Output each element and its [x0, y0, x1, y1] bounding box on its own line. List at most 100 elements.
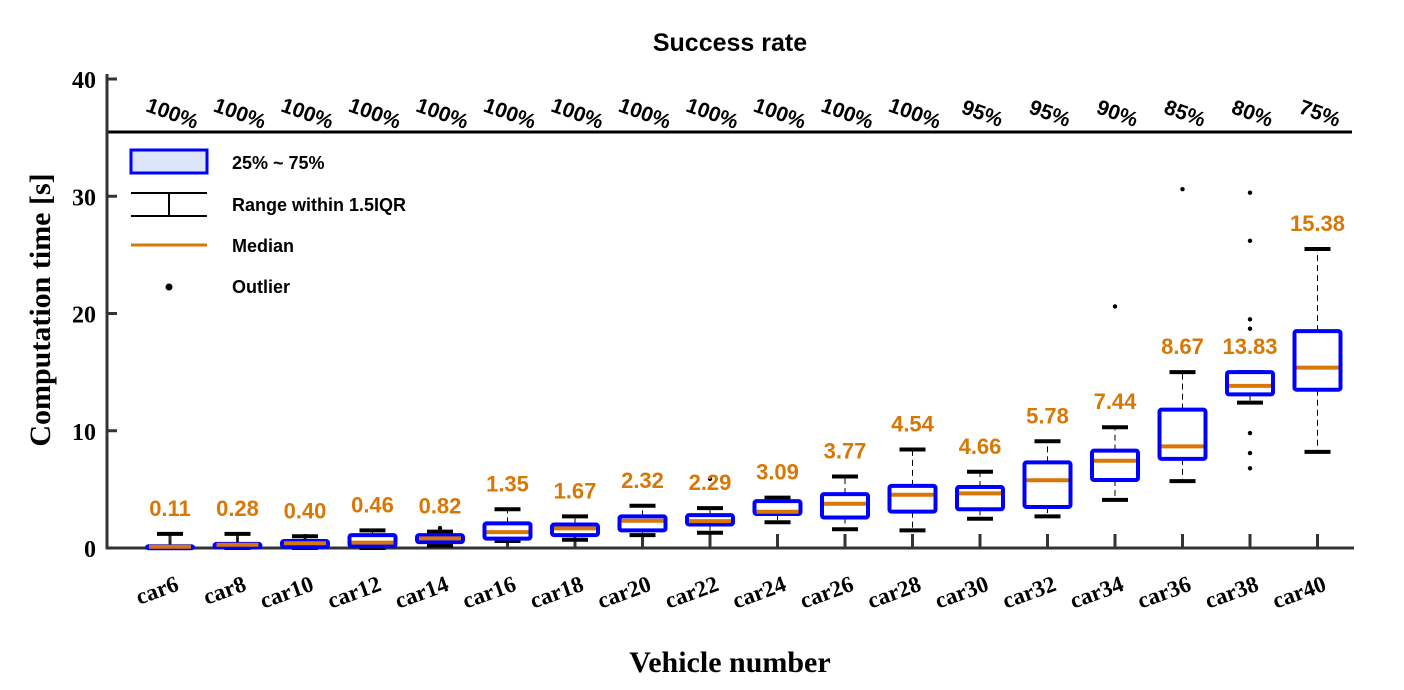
y-tick-label: 30 — [72, 185, 96, 211]
box-car36: 8.67 — [1157, 187, 1208, 484]
iqr-box — [1157, 407, 1208, 461]
iqr-box — [955, 485, 1005, 512]
iqr-box — [1292, 329, 1343, 392]
median-value-label: 3.77 — [824, 438, 867, 463]
success-rate-label: 100% — [278, 94, 337, 134]
success-rate-label: 100% — [346, 94, 405, 134]
outlier-point — [707, 476, 713, 482]
x-tick-label: car22 — [662, 571, 722, 613]
legend-label-outlier: Outlier — [232, 277, 290, 297]
median-value-label: 8.67 — [1161, 334, 1204, 359]
box-car14: 0.82 — [415, 494, 465, 548]
y-tick-label: 20 — [72, 303, 96, 329]
median-value-label: 0.82 — [419, 494, 462, 519]
y-tick-label: 10 — [72, 420, 96, 446]
x-tick-label: car16 — [459, 571, 519, 613]
median-value-label: 0.46 — [351, 492, 394, 517]
y-tick-label: 0 — [84, 537, 96, 563]
median-value-label: 7.44 — [1094, 389, 1138, 414]
median-value-label: 2.32 — [621, 468, 664, 493]
box-car12: 0.46 — [347, 492, 398, 550]
x-tick-label: car40 — [1269, 571, 1329, 613]
iqr-box — [887, 483, 938, 514]
legend-whisker-swatch — [131, 192, 207, 217]
box-car24: 3.09 — [752, 460, 803, 525]
outlier-point — [1247, 450, 1253, 456]
median-value-label: 3.09 — [756, 460, 799, 485]
outlier-point — [1247, 326, 1253, 331]
x-tick-label: car14 — [392, 571, 453, 613]
x-tick-label: car20 — [594, 571, 654, 613]
x-tick-label: car34 — [1067, 571, 1128, 613]
box-car38: 13.83 — [1222, 190, 1278, 471]
median-value-label: 5.78 — [1026, 403, 1069, 428]
x-tick-label: car28 — [864, 571, 924, 613]
x-tick-label: car6 — [132, 571, 181, 609]
box-car8: 0.28 — [212, 496, 263, 550]
median-value-label: 1.67 — [554, 478, 597, 503]
outlier-point — [437, 525, 443, 531]
success-rate-label: 100% — [886, 94, 945, 134]
median-value-label: 0.11 — [149, 496, 191, 521]
iqr-box — [1022, 460, 1073, 509]
box-car16: 1.35 — [482, 471, 533, 543]
box-car6: 0.11 — [145, 496, 195, 551]
x-tick-label: car38 — [1202, 571, 1262, 613]
outlier-point — [1247, 190, 1253, 195]
success-rate-label: 100% — [818, 94, 877, 134]
success-rate-label: 100% — [751, 94, 810, 134]
legend: 25% ~ 75% Range within 1.5IQR Median Out… — [129, 148, 406, 297]
x-tick-label: car30 — [932, 571, 992, 613]
median-value-label: 4.66 — [959, 434, 1002, 459]
success-rate-label: 95% — [1026, 96, 1074, 132]
box-car28: 4.54 — [887, 412, 938, 533]
outlier-point — [1247, 317, 1253, 322]
legend-label-median: Median — [232, 236, 294, 256]
x-tick-label: car10 — [257, 571, 317, 613]
median-value-label: 0.40 — [284, 498, 327, 523]
median-value-label: 4.54 — [891, 412, 935, 437]
x-tick-label: car12 — [324, 571, 384, 613]
outlier-point — [1247, 466, 1253, 471]
outlier-point — [1247, 238, 1253, 244]
box-car40: 15.38 — [1290, 211, 1345, 454]
success-rate-label: 100% — [211, 94, 270, 134]
legend-label-iqr: 25% ~ 75% — [232, 153, 325, 173]
box-car30: 4.66 — [955, 434, 1005, 521]
median-value-label: 15.38 — [1290, 211, 1345, 236]
success-rate-label: 100% — [481, 94, 540, 134]
iqr-box — [1090, 448, 1140, 482]
success-rate-label: 100% — [616, 94, 675, 134]
x-tick-label: car36 — [1134, 571, 1194, 613]
box-car34: 7.44 — [1090, 304, 1140, 502]
iqr-box — [1225, 370, 1275, 397]
x-tick-label: car8 — [200, 571, 249, 609]
x-tick-label: car18 — [527, 571, 587, 613]
outlier-point — [1247, 430, 1253, 436]
median-value-label: 13.83 — [1222, 334, 1277, 359]
chart-title: Success rate — [653, 29, 807, 57]
outlier-point — [1112, 304, 1118, 309]
median-value-label: 0.28 — [216, 496, 259, 521]
box-car32: 5.78 — [1022, 403, 1073, 519]
outlier-point — [1180, 187, 1185, 192]
x-tick-label: car26 — [797, 571, 857, 613]
y-tick-label: 40 — [72, 68, 96, 94]
legend-box-swatch — [129, 148, 209, 175]
x-tick-label: car24 — [729, 571, 790, 613]
legend-label-range: Range within 1.5IQR — [232, 195, 406, 215]
x-axis-label: Vehicle number — [629, 646, 830, 679]
success-rate-label: 95% — [959, 96, 1007, 132]
box-car10: 0.40 — [280, 498, 330, 550]
success-rate-label: 80% — [1229, 96, 1277, 132]
success-rate-label: 100% — [413, 94, 472, 134]
success-rate-label: 90% — [1094, 96, 1142, 132]
iqr-box — [617, 514, 668, 533]
success-rate-label: 75% — [1296, 96, 1344, 132]
x-tick-label: car32 — [999, 571, 1059, 613]
success-rate-label: 100% — [548, 94, 607, 134]
box-car26: 3.77 — [820, 438, 870, 532]
success-rate-label: 100% — [683, 94, 742, 134]
median-value-label: 2.29 — [689, 470, 732, 495]
